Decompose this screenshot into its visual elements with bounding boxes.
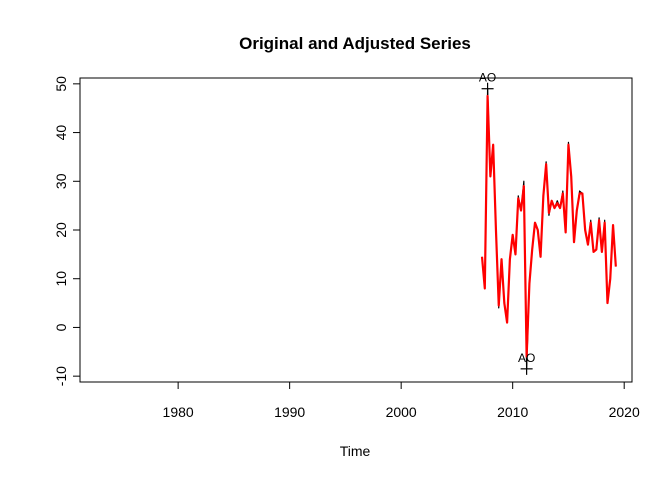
y-tick-label: 30: [53, 173, 69, 189]
x-axis: 1980 1990 2000 2010 2020: [163, 381, 640, 420]
y-tick-label: 0: [53, 323, 69, 331]
x-tick-label: 1980: [163, 404, 194, 420]
outlier-label: AO: [479, 71, 496, 85]
y-tick-label: 20: [53, 222, 69, 238]
plot-frame: [79, 77, 633, 383]
series-layer: [480, 88, 617, 370]
x-tick-label: 1990: [274, 404, 305, 420]
y-tick-label: -10: [53, 366, 69, 386]
y-tick-label: 50: [53, 76, 69, 92]
y-tick-label: 10: [53, 271, 69, 287]
series-line-adjusted: [480, 94, 617, 358]
outlier-label: AO: [518, 351, 535, 365]
x-tick-label: 2010: [497, 404, 528, 420]
x-axis-label: Time: [340, 443, 371, 459]
outlier-marker: [481, 82, 494, 95]
y-tick-label: 40: [53, 125, 69, 141]
chart-title: Original and Adjusted Series: [239, 34, 471, 53]
annotation-layer: AO AO: [479, 71, 535, 375]
series-line-original: [481, 88, 617, 370]
outlier-marker: [520, 362, 533, 375]
x-tick-label: 2020: [609, 404, 640, 420]
x-tick-label: 2000: [386, 404, 417, 420]
y-axis: -10 0 10 20 30 40 50: [53, 76, 81, 386]
